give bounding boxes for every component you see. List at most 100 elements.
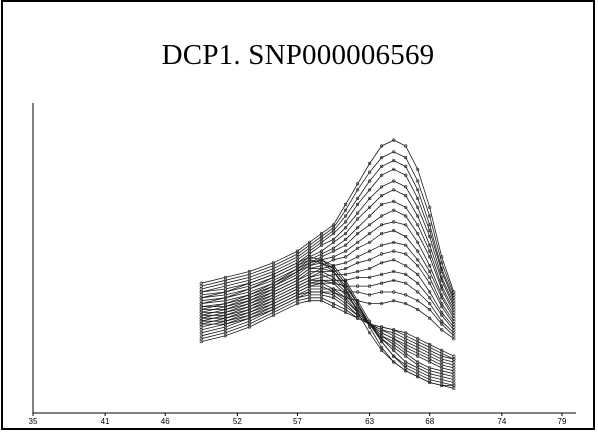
data-point [319,287,324,291]
series-27 [199,293,456,361]
data-point [344,237,348,241]
data-point [440,296,444,300]
series-line [201,221,455,316]
data-point [392,199,396,203]
data-point [295,302,300,306]
data-point [452,331,456,335]
data-point [428,307,432,312]
data-point [331,305,336,309]
data-point [416,369,420,373]
data-point [247,302,251,306]
series-line [201,189,455,307]
data-point [440,351,444,355]
data-point [404,331,408,335]
data-point [380,232,384,236]
data-point [428,249,432,253]
data-point [199,331,203,335]
data-point [416,375,420,379]
data-point [404,164,408,168]
data-point [223,290,227,294]
data-point [392,258,396,262]
series-line [201,271,454,377]
series-line [201,151,455,296]
data-point [428,223,432,227]
data-point [452,386,456,390]
data-point [440,363,444,367]
series-line [201,297,454,360]
data-point [331,302,336,306]
data-point [452,372,456,376]
data-point [392,220,396,224]
data-point [416,281,420,285]
data-point [199,313,203,317]
data-point [404,337,408,341]
data-point [392,229,396,233]
data-point [440,305,444,309]
data-point [428,290,432,294]
data-point [223,296,227,300]
data-point [356,275,360,280]
series-line [201,250,455,325]
data-point [319,261,324,265]
data-point [199,302,203,306]
data-point [344,243,348,247]
data-point [440,360,444,364]
data-point [344,296,348,300]
data-point [380,223,384,227]
data-point [344,287,348,291]
data-point [428,255,432,259]
series-line [201,262,454,383]
data-point [331,246,336,250]
data-point [307,296,312,300]
data-point [319,255,324,259]
data-point [404,252,408,256]
series-3 [199,159,456,300]
data-point [223,287,227,291]
data-point [368,196,372,201]
data-point [380,337,384,341]
data-point [416,337,420,341]
data-point [404,342,408,347]
data-point [356,182,360,186]
x-tick-label: 52 [233,417,242,426]
data-point [416,196,420,201]
data-point [271,302,276,306]
data-point [416,167,420,171]
data-point [295,255,300,259]
data-point [344,281,348,285]
data-point [247,296,251,300]
data-point [331,296,336,300]
data-point [452,383,456,388]
data-point [416,351,420,355]
data-point [356,316,360,320]
data-point [247,272,251,277]
data-point [344,272,348,277]
series-2 [199,150,456,297]
data-point [392,150,396,154]
data-point [452,366,456,370]
data-point [392,345,396,350]
data-point [271,261,276,265]
data-point [416,360,420,364]
data-point [223,302,227,306]
data-point [380,194,384,198]
data-point [319,272,324,277]
data-point [344,208,348,212]
data-point [404,185,408,189]
data-point [404,340,408,344]
data-point [404,351,408,355]
data-point [307,284,312,288]
x-tick-label: 79 [558,417,567,426]
data-point [368,161,372,166]
data-point [344,220,348,224]
data-point [331,255,336,259]
data-point [295,258,300,262]
series-line [201,291,454,363]
data-point [344,232,348,236]
data-point [331,269,336,274]
data-point [356,246,360,250]
series-line [201,230,455,319]
data-point [271,275,276,280]
x-axis-ticks: 35 41 46 52 57 63 68 74 79 [29,413,567,426]
series-line [201,241,455,322]
